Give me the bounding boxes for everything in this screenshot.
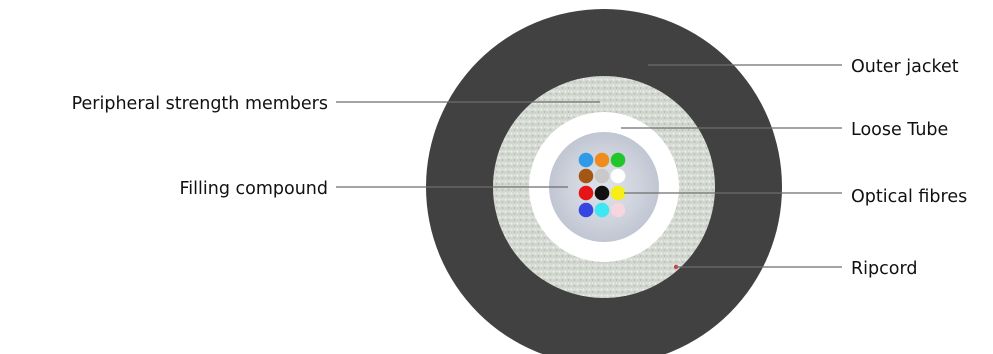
optical-fibre [594,168,610,184]
loose-tube-label: Loose Tube [851,120,948,140]
ripcord-label: Ripcord [851,259,917,279]
optical-fibre [594,202,610,218]
optical-fibre [578,202,594,218]
optical-fibre [578,152,594,168]
optical-fibre [594,185,610,201]
optical-fibre [610,168,626,184]
optical-fibre [594,152,610,168]
optical-fibre [578,185,594,201]
peripheral-strength-members-label: Peripheral strength members [72,94,328,114]
outer-jacket-label: Outer jacket [851,57,959,77]
optical-fibres-label: Optical fibres [851,187,967,207]
optical-fibre [610,202,626,218]
filling-compound-label: Filling compound [180,179,329,199]
optical-fibre-bundle [578,152,626,218]
optical-fibre [610,185,626,201]
optical-fibre [610,152,626,168]
optical-fibre [578,168,594,184]
